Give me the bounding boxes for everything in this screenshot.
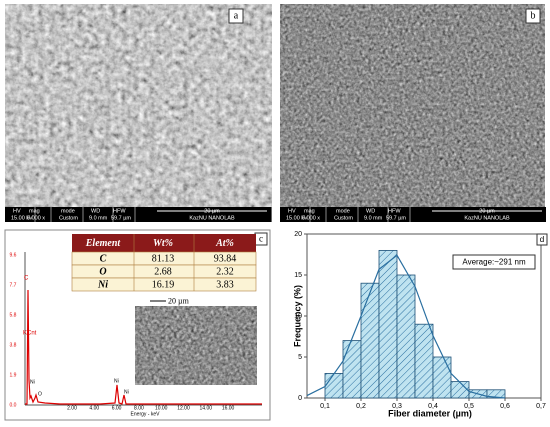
annotation: Average:~291 nm	[462, 258, 526, 267]
sem-info-label: mag	[304, 208, 315, 214]
bar	[396, 274, 416, 399]
sem-info-label: HV	[288, 208, 296, 214]
table-cell: 16.19	[152, 279, 175, 290]
y-tick-label: 15	[294, 272, 302, 279]
eds-y-tick-label: 9.6	[10, 252, 17, 258]
sem-info-label: HFW	[388, 208, 401, 214]
fit-curve	[306, 254, 506, 399]
eds-x-tick-label: 16.00	[222, 405, 235, 411]
panel-label: a	[234, 10, 239, 21]
sem-info-value: 9.0 mm	[364, 215, 383, 221]
bar	[432, 356, 452, 399]
table-cell: 93.84	[214, 253, 237, 264]
table-cell: 3.83	[216, 279, 234, 290]
inset-scale: 20 µm	[168, 296, 190, 305]
eds-spectrum	[25, 289, 262, 405]
bar	[378, 249, 398, 399]
sem-info-label: mode	[61, 208, 75, 214]
panel-label: c	[259, 234, 263, 244]
bar	[324, 372, 344, 399]
sem-info-label: WD	[91, 208, 100, 214]
table-header: At%	[215, 238, 234, 249]
table-cell: 2.32	[216, 266, 234, 277]
x-tick-label: 0,2	[356, 403, 366, 410]
eds-y-tick-label: 7.7	[10, 282, 17, 288]
eds-y-tick-label: 5.8	[10, 312, 17, 318]
table-row-bg	[71, 277, 257, 292]
table-cell: C	[100, 253, 107, 264]
y-tick-label: 5	[298, 354, 302, 361]
x-tick-label: 0,5	[464, 403, 474, 410]
x-tick-label: 0,7	[536, 403, 546, 410]
sem-info-value: Custom	[59, 215, 78, 221]
eds-counts-label: KCnt	[23, 331, 37, 337]
eds-x-tick-label: 12.00	[177, 405, 190, 411]
eds-peak-label: Ni	[114, 378, 119, 384]
sem-lab: KazNU NANOLAB	[464, 215, 510, 221]
x-tick-label: 0,6	[500, 403, 510, 410]
x-axis-label: Fiber diameter (µm)	[388, 408, 472, 418]
table-cell: O	[99, 266, 106, 277]
eds-peak-label: Ni	[124, 389, 129, 395]
sem-info-value: 59.7 µm	[386, 215, 406, 221]
eds-x-tick-label: 10.00	[155, 405, 168, 411]
table-header: Wt%	[153, 238, 173, 249]
bar	[450, 381, 470, 399]
sem-info-value: 5 000 x	[302, 215, 320, 221]
panel-label: d	[540, 235, 544, 244]
sem-info-value: 9.0 mm	[89, 215, 108, 221]
eds-y-tick-label: 3.8	[10, 342, 17, 348]
eds-peak-label: C	[24, 276, 29, 282]
sem-info-value: 15.00 kV	[11, 215, 33, 221]
sem-info-value: Custom	[334, 215, 353, 221]
sem-lab: KazNU NANOLAB	[189, 215, 235, 221]
x-tick-label: 0,3	[392, 403, 402, 410]
eds-x-tick-label: 6.00	[112, 405, 122, 411]
table-cell: 81.13	[152, 253, 175, 264]
x-tick-label: 0,1	[320, 403, 330, 410]
inset-scale-bg	[135, 297, 257, 306]
sem-scale: 20 µm	[479, 208, 495, 214]
sem-texture-b	[280, 4, 545, 207]
sem-info-value: 5 000 x	[27, 215, 45, 221]
bar	[360, 282, 380, 399]
eds-y-tick-label: 1.9	[10, 372, 17, 378]
eds-x-label: Energy - keV	[131, 411, 161, 417]
bar	[342, 340, 362, 399]
sem-info-value: 15.00 kV	[286, 215, 308, 221]
sem-info-value: 59.7 µm	[111, 215, 131, 221]
x-tick-label: 0,4	[428, 403, 438, 410]
table-header: Element	[85, 238, 122, 249]
bar	[414, 323, 434, 399]
panel-label-box	[228, 8, 244, 24]
eds-peak-label: Ni	[30, 379, 35, 385]
eds-x-tick-label: 4.00	[89, 405, 99, 411]
eds-y-tick-label: 0.0	[10, 402, 17, 408]
y-tick-label: 0	[298, 395, 302, 402]
sem-info-label: HFW	[113, 208, 126, 214]
panel-label-box	[525, 8, 541, 24]
annotation-box	[452, 254, 536, 270]
eds-x-tick-label: 8.00	[134, 405, 144, 411]
inset-texture	[135, 304, 257, 385]
sem-info-label: WD	[366, 208, 375, 214]
sem-texture-a	[5, 4, 272, 207]
sem-info-label: HV	[13, 208, 21, 214]
sem-info-label: mode	[336, 208, 350, 214]
table-cell: 2.68	[154, 266, 172, 277]
y-tick-label: 10	[294, 313, 302, 320]
sem-scale: 20 µm	[204, 208, 220, 214]
bar	[486, 389, 506, 399]
eds-x-tick-label: 2.00	[67, 405, 77, 411]
sem-info-label: mag	[29, 208, 40, 214]
y-tick-label: 20	[294, 231, 302, 238]
eds-peak-label: O	[38, 391, 42, 397]
eds-x-tick-label: 14.00	[200, 405, 213, 411]
panel-label: b	[531, 10, 536, 21]
panel-label-box	[536, 233, 548, 246]
table-cell: Ni	[97, 279, 108, 290]
table-header-bg	[72, 234, 256, 252]
y-axis-label: Frequency (%)	[292, 285, 302, 347]
